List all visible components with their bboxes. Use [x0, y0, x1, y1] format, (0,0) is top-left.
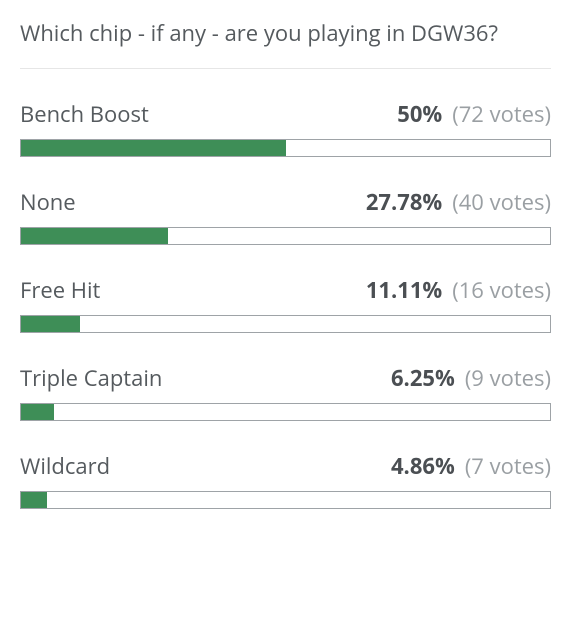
poll-option-label: Free Hit	[20, 275, 366, 305]
poll-option-row: Triple Captain6.25% (9 votes)	[20, 363, 551, 393]
poll-option-votes: (72 votes)	[452, 99, 551, 129]
poll-bar-track	[20, 227, 551, 245]
poll-option-percent: 50%	[397, 99, 442, 129]
poll-options: Bench Boost50% (72 votes) None27.78% (40 vo…	[20, 99, 551, 509]
poll-option: Free Hit11.11% (16 votes)	[20, 275, 551, 333]
poll-option-stats: 27.78% (40 votes)	[366, 187, 551, 217]
poll-option-votes: (9 votes)	[465, 363, 551, 393]
poll-option-votes: (7 votes)	[465, 451, 551, 481]
poll-option-votes: (16 votes)	[452, 275, 551, 305]
divider	[20, 68, 551, 69]
poll-bar-fill	[21, 140, 286, 156]
poll-option-label: Wildcard	[20, 451, 391, 481]
poll-option-stats: 4.86% (7 votes)	[391, 451, 551, 481]
poll-option: Wildcard4.86% (7 votes)	[20, 451, 551, 509]
poll-bar-fill	[21, 316, 80, 332]
poll-option-label: Triple Captain	[20, 363, 391, 393]
poll-question: Which chip - if any - are you playing in…	[20, 18, 551, 48]
poll-option-percent: 6.25%	[391, 363, 455, 393]
poll-option: None27.78% (40 votes)	[20, 187, 551, 245]
poll-bar-track	[20, 315, 551, 333]
poll-bar-fill	[21, 228, 168, 244]
poll-option: Triple Captain6.25% (9 votes)	[20, 363, 551, 421]
poll-bar-fill	[21, 404, 54, 420]
poll-option-label: Bench Boost	[20, 99, 397, 129]
poll-option-percent: 11.11%	[366, 275, 442, 305]
poll-option-votes: (40 votes)	[452, 187, 551, 217]
poll-option-percent: 27.78%	[366, 187, 442, 217]
poll-bar-track	[20, 139, 551, 157]
poll-option-row: Wildcard4.86% (7 votes)	[20, 451, 551, 481]
poll-option-row: Bench Boost50% (72 votes)	[20, 99, 551, 129]
poll-bar-fill	[21, 492, 47, 508]
poll-option-stats: 50% (72 votes)	[397, 99, 551, 129]
poll-option-row: None27.78% (40 votes)	[20, 187, 551, 217]
poll-option-percent: 4.86%	[391, 451, 455, 481]
poll-option-label: None	[20, 187, 366, 217]
poll-bar-track	[20, 491, 551, 509]
poll-option-stats: 6.25% (9 votes)	[391, 363, 551, 393]
poll-option: Bench Boost50% (72 votes)	[20, 99, 551, 157]
poll-bar-track	[20, 403, 551, 421]
poll-option-row: Free Hit11.11% (16 votes)	[20, 275, 551, 305]
poll-option-stats: 11.11% (16 votes)	[366, 275, 551, 305]
